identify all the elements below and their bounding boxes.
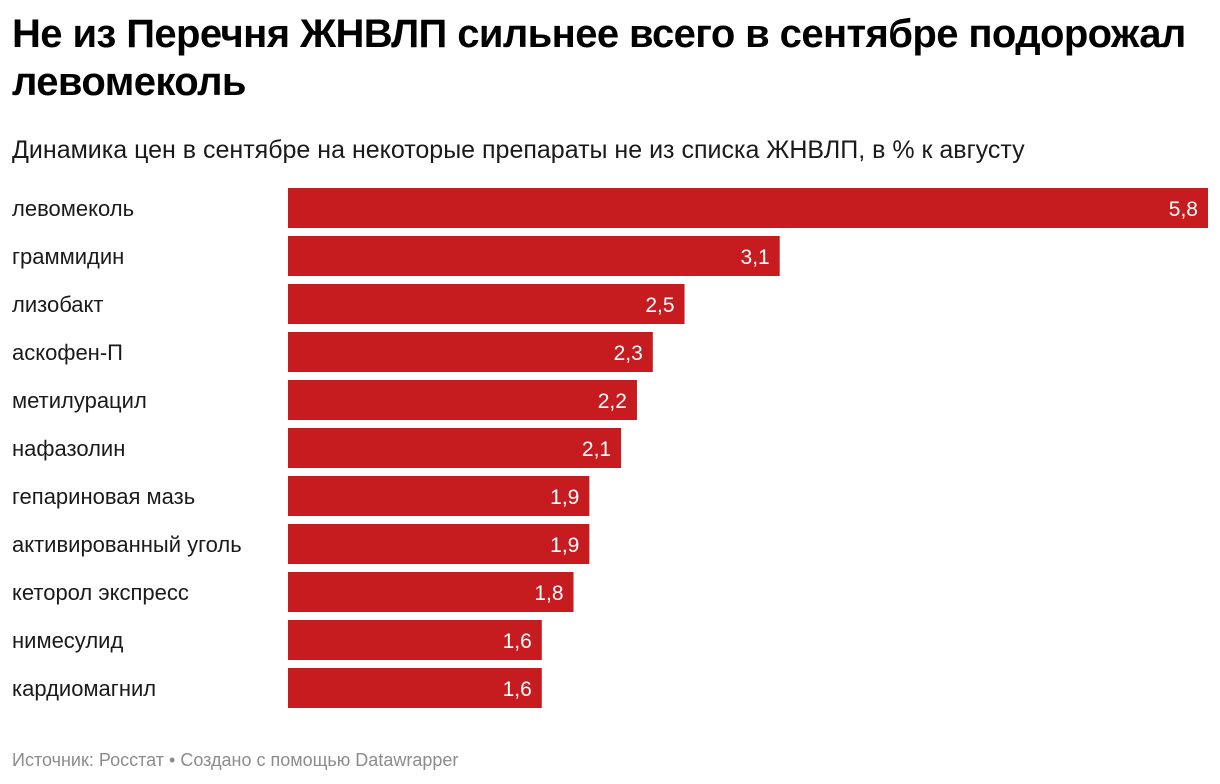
bar [288, 428, 622, 468]
bar [288, 668, 542, 708]
value-label: 2,2 [598, 390, 627, 413]
bar [288, 380, 637, 420]
value-label: 2,5 [645, 294, 674, 317]
chart-subtitle: Динамика цен в сентябре на некоторые пре… [12, 136, 1025, 164]
category-label: кеторол экспресс [12, 580, 189, 605]
bar [288, 188, 1208, 228]
value-label: 1,9 [550, 534, 579, 557]
chart-title: Не из Перечня ЖНВЛП сильнее всего в сент… [12, 12, 1186, 104]
source-label: Источник: [12, 750, 94, 770]
category-label: кардиомагнил [12, 676, 156, 701]
value-label: 3,1 [741, 246, 770, 269]
bar [288, 572, 574, 612]
category-label: лизобакт [12, 292, 103, 317]
value-label: 2,1 [582, 438, 611, 461]
value-label: 1,6 [503, 630, 532, 653]
category-label: активированный уголь [12, 532, 242, 557]
value-label: 1,9 [550, 486, 579, 509]
category-label: метилурацил [12, 388, 147, 413]
bar-chart: левомеколь 5,8 граммидин 3,1 лизобакт 2,5 аско… [12, 188, 1208, 708]
category-label: нимесулид [12, 628, 123, 653]
category-label: нафазолин [12, 436, 125, 461]
category-label: левомеколь [12, 196, 134, 221]
footer-separator: • [169, 750, 176, 770]
category-label: граммидин [12, 244, 124, 269]
bar [288, 236, 780, 276]
source-name: Росстат [98, 750, 164, 770]
chart-footer: Источник: Росстат • Создано с помощью Da… [12, 748, 458, 772]
credit-text: Создано с помощью Datawrapper [180, 750, 459, 770]
bar [288, 332, 653, 372]
value-label: 1,8 [534, 582, 563, 605]
bar [288, 476, 590, 516]
value-label: 1,6 [503, 678, 532, 701]
bar [288, 284, 685, 324]
category-label: гепариновая мазь [12, 484, 195, 509]
bar [288, 620, 542, 660]
value-label: 5,8 [1169, 198, 1198, 221]
bar [288, 524, 590, 564]
value-label: 2,3 [614, 342, 643, 365]
category-label: аскофен-П [12, 340, 123, 365]
